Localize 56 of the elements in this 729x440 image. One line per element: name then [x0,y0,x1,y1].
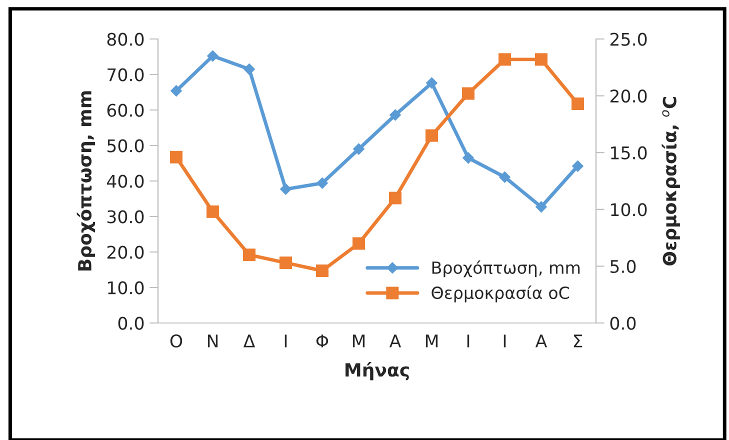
point [426,129,438,142]
y2-tick-label: 15.0 [611,146,647,160]
x-tick-label: Σ [574,334,582,348]
point [572,98,584,110]
point [206,205,219,218]
legend-label: Θερμοκρασία oC [432,286,570,302]
point [572,160,584,172]
point [535,201,548,213]
y2-tick-label: 25.0 [610,32,647,46]
y2-axis-title: Θερμοκρασία, $^{o}$C [662,97,680,266]
point [316,264,328,277]
x-tick-label: Ι [467,334,470,348]
y-tick-label: 30.0 [107,210,144,224]
point [498,171,511,183]
point [316,177,328,190]
x-tick-label: Μ [426,334,438,348]
x-tick-label: Ο [170,334,182,348]
point [206,50,219,62]
y-tick-label: 50.0 [107,139,144,152]
legend-label: Βροχόπτωση, mm [432,260,580,278]
x-tick-label: Δ [243,334,256,348]
y-tick-label: 0.0 [118,316,144,330]
x-tick-label: Ι [284,334,287,348]
y-tick-label: 80.0 [107,32,144,46]
point [243,248,256,262]
point [352,237,365,250]
point [498,53,511,66]
x-tick-label: Μ [352,334,365,348]
x-tick-label: Ι [504,334,506,348]
x-axis-title: Μήνας [346,362,409,380]
point [389,109,402,121]
point [170,84,182,97]
x-tick-label: Α [389,334,402,348]
x-tick-label: Φ [316,334,328,348]
point [462,152,474,164]
point [462,87,474,100]
y-tick-label: 70.0 [108,68,144,82]
point [243,63,256,76]
point [535,53,548,66]
y-tick-label: 20.0 [107,246,144,259]
point [280,183,292,196]
point [170,150,182,164]
y2-tick-label: 20.0 [610,90,647,103]
y-tick-label: 10.0 [108,281,144,294]
y-tick-label: 60.0 [107,104,144,117]
y-axis-title: Βροχόπτωση, mm [76,91,96,271]
y2-tick-label: 5.0 [610,260,636,274]
point [352,143,365,155]
point [280,256,292,270]
point [389,192,402,204]
x-tick-label: Α [535,334,548,348]
y-tick-label: 40.0 [107,174,144,188]
y2-tick-label: 0.0 [610,316,636,330]
point [426,77,438,89]
x-tick-label: Ν [208,334,218,348]
y2-tick-label: 10.0 [611,203,647,216]
